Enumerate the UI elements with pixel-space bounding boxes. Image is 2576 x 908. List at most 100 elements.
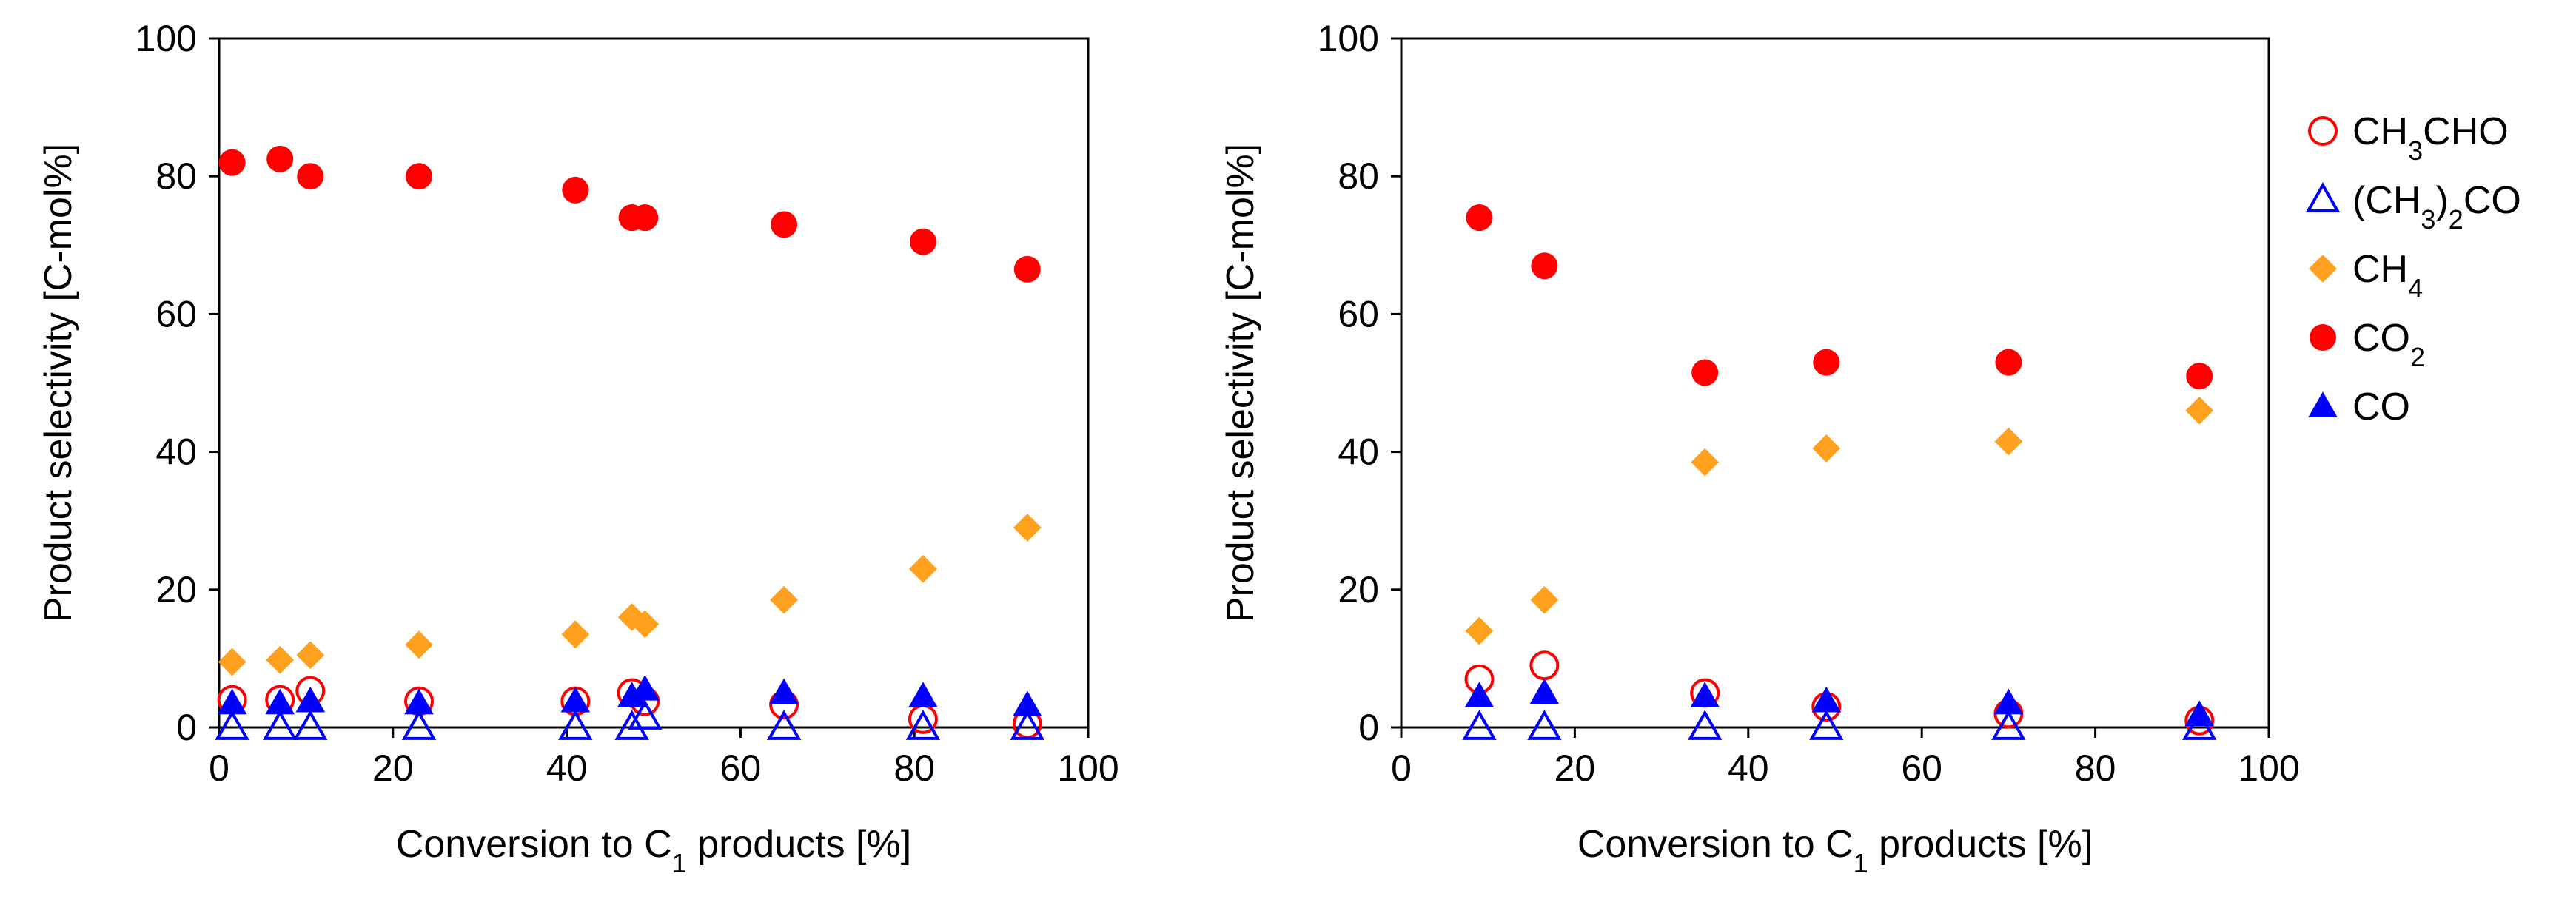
point-co2-3 <box>1813 349 1840 376</box>
y-tick-label: 60 <box>155 293 197 334</box>
legend-label-co2: CO2 <box>2352 317 2425 372</box>
point-ch3-2co-0 <box>215 710 249 740</box>
point-co2-7 <box>771 211 798 238</box>
chart-left: 0 20 40 60 80 100 0 20 40 60 80 100 Conversion to C1… <box>37 18 1119 878</box>
point-ch3-2co-8 <box>905 710 941 740</box>
legend-label-ch3cho: CH3CHO <box>2352 110 2509 166</box>
point-co2-0 <box>1466 204 1493 232</box>
legend-item-ch3cho: CH3CHO <box>2308 110 2509 166</box>
point-ch4-2 <box>1691 448 1720 477</box>
point-co2-9 <box>1013 255 1041 283</box>
y-tick-label: 20 <box>155 569 197 611</box>
point-co-0 <box>1464 682 1495 707</box>
point-ch4-6 <box>631 610 660 639</box>
y-tick-label: 80 <box>1338 155 1379 197</box>
legend-marker-co2 <box>2310 324 2336 351</box>
legend-marker-ch3-2co <box>2305 182 2341 212</box>
x-tick-label: 40 <box>546 747 588 789</box>
point-co2-8 <box>909 228 936 255</box>
point-ch3-2co-5 <box>614 710 649 740</box>
legend-label-ch4: CH4 <box>2352 248 2423 303</box>
y-tick-label: 40 <box>155 431 197 473</box>
point-ch3-2co-7 <box>766 710 802 740</box>
x-tick-label: 0 <box>209 747 229 789</box>
y-tick-label: 40 <box>1338 431 1379 473</box>
x-tick-label: 80 <box>2075 747 2116 789</box>
legend-item-ch3-2co: (CH3)2CO <box>2305 179 2521 235</box>
point-co-0 <box>217 688 247 715</box>
point-ch4-4 <box>1994 427 2023 456</box>
x-tick-label: 60 <box>720 747 762 789</box>
point-ch4-1 <box>266 645 295 674</box>
point-ch3-2co-2 <box>1687 710 1723 740</box>
series-ch3-2co <box>215 699 1045 740</box>
series-ch3cho <box>1464 650 2215 736</box>
legend-label-ch3-2co: (CH3)2CO <box>2352 179 2521 235</box>
point-ch3-2co-3 <box>401 710 437 740</box>
series-co <box>1464 678 2215 727</box>
plot-frame <box>1400 37 2270 729</box>
point-ch4-0 <box>1465 616 1494 645</box>
point-co2-4 <box>562 176 589 204</box>
point-co-9 <box>1013 690 1042 717</box>
point-co2-3 <box>406 163 433 190</box>
legend-label-co: CO <box>2352 386 2410 428</box>
series-co <box>217 674 1042 717</box>
x-tick-label: 40 <box>1728 747 1769 789</box>
point-ch3-2co-2 <box>293 710 328 740</box>
legend-marker-ch4 <box>2309 255 2337 283</box>
legend-item-co: CO <box>2308 386 2410 428</box>
y-tick-label: 100 <box>135 18 197 59</box>
x-axis-label: Conversion to C1 products [%] <box>1577 823 2093 878</box>
point-ch3-2co-3 <box>1809 710 1844 740</box>
point-co-2 <box>1690 682 1720 707</box>
point-co2-6 <box>631 204 659 232</box>
y-tick-label: 100 <box>1318 18 1379 59</box>
point-co-1 <box>1529 678 1560 704</box>
point-co-4 <box>1993 688 2024 715</box>
y-axis-label: Product selectivity [C-mol%] <box>37 144 80 622</box>
legend-marker-ch3cho <box>2308 116 2338 146</box>
point-co-1 <box>265 688 295 715</box>
point-ch4-2 <box>296 641 325 670</box>
point-co-3 <box>1811 686 1842 713</box>
series-ch4 <box>1465 396 2214 645</box>
x-tick-label: 100 <box>1057 747 1118 789</box>
y-axis-label: Product selectivity [C-mol%] <box>1219 144 1262 622</box>
point-ch3-2co-4 <box>1991 710 2026 740</box>
point-co-4 <box>560 686 591 713</box>
point-ch3-2co-1 <box>1527 710 1562 740</box>
y-tick-label: 20 <box>1338 569 1379 611</box>
point-ch3-2co-9 <box>1010 710 1045 740</box>
point-co2-2 <box>297 163 324 190</box>
point-co-8 <box>908 682 938 707</box>
chart-right: 0 20 40 60 80 100 0 20 40 60 80 100 Conversion to C1… <box>1219 18 2300 878</box>
point-ch3-2co-0 <box>1462 710 1497 740</box>
point-ch3cho-1 <box>1529 650 1560 681</box>
point-ch4-0 <box>218 648 246 676</box>
legend: CH3CHO (CH3)2CO CH4 CO2 CO <box>2305 110 2521 428</box>
y-tick-label: 60 <box>1338 293 1379 334</box>
point-co2-5 <box>2186 363 2213 390</box>
point-ch4-9 <box>1013 514 1042 542</box>
point-co-2 <box>295 686 326 713</box>
x-tick-label: 60 <box>1901 747 1942 789</box>
x-tick-label: 80 <box>893 747 935 789</box>
x-tick-label: 20 <box>372 747 414 789</box>
series-ch3-2co <box>1462 710 2217 740</box>
point-co2-1 <box>1531 252 1558 280</box>
point-ch4-5 <box>2185 396 2214 425</box>
point-ch4-3 <box>1812 434 1841 463</box>
point-co-3 <box>404 688 434 715</box>
point-ch3-2co-4 <box>558 710 593 740</box>
point-ch4-8 <box>909 554 937 583</box>
legend-item-co2: CO2 <box>2310 317 2425 372</box>
x-axis-label: Conversion to C1 products [%] <box>396 823 911 878</box>
point-co-6 <box>630 674 660 701</box>
legend-marker-co <box>2308 391 2338 417</box>
x-tick-label: 20 <box>1554 747 1596 789</box>
point-co-7 <box>769 678 799 704</box>
series-co2 <box>1466 204 2213 390</box>
y-tick-label: 80 <box>155 155 197 197</box>
